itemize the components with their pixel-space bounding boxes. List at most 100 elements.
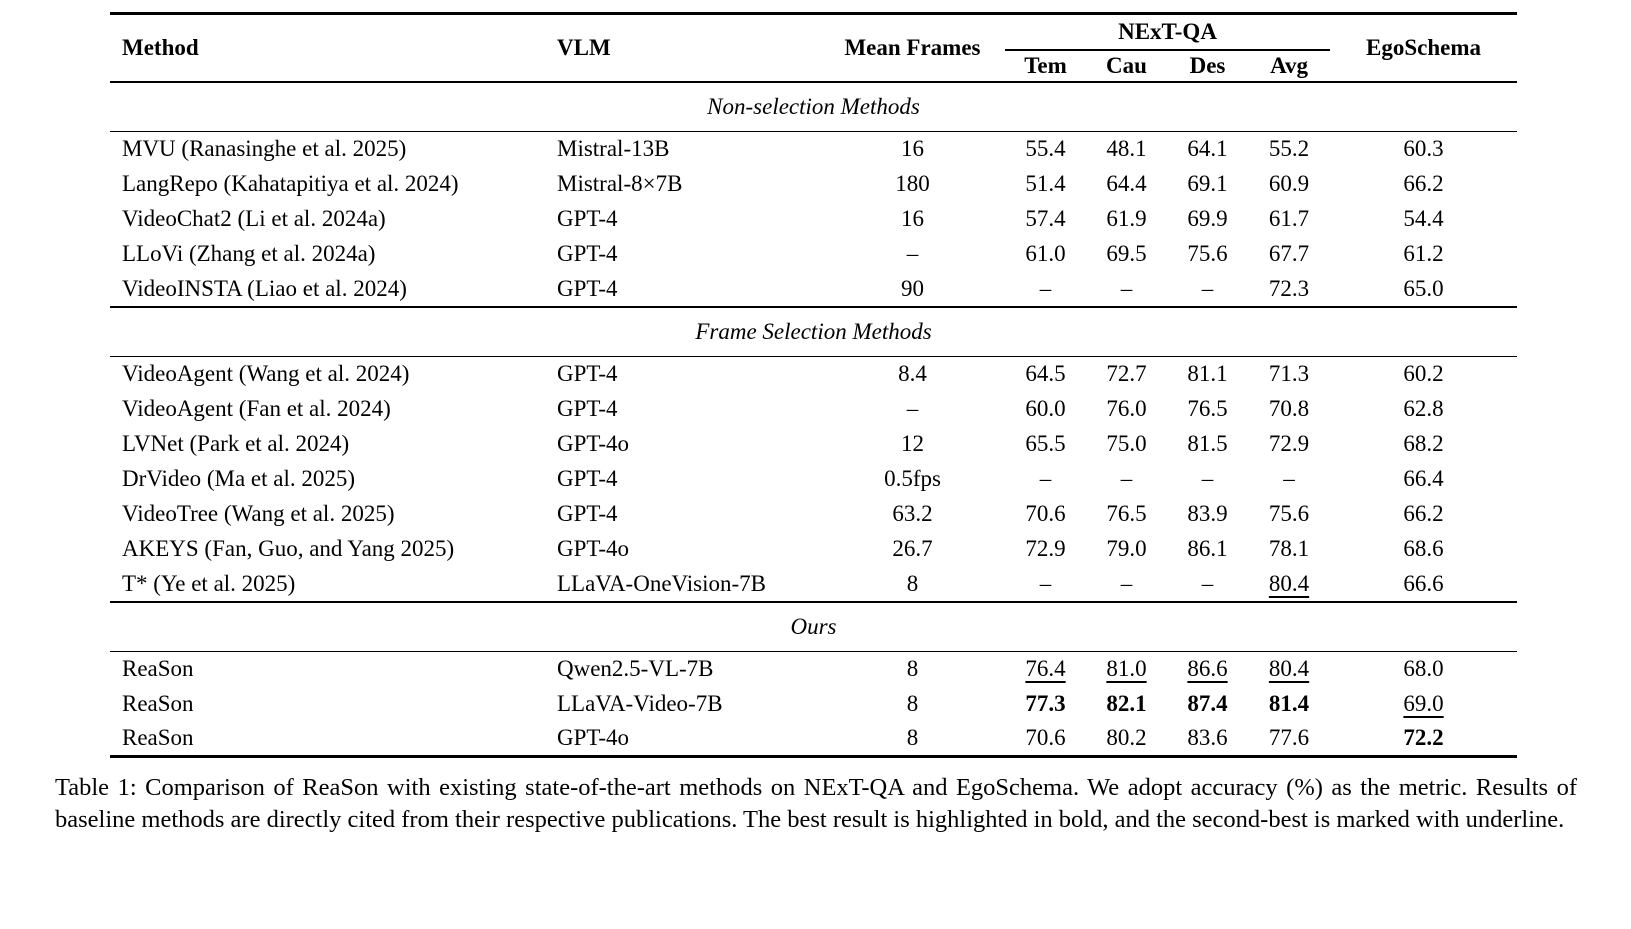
cell-tem: 57.4 <box>1025 206 1066 231</box>
header-row-top: Method VLM Mean Frames NExT-QA EgoSchema <box>110 13 1517 60</box>
cell-method: T* (Ye et al. 2025) <box>122 570 296 596</box>
column-header-avg: Avg <box>1270 52 1308 78</box>
cell-avg: 55.2 <box>1268 136 1310 162</box>
cell-cau: 48.1 <box>1106 136 1147 162</box>
column-group-next-qa: NExT-QA <box>1005 13 1331 51</box>
section-header-row: Frame Selection Methods <box>110 306 1518 357</box>
cell-vlm: LLaVA-OneVision-7B <box>557 570 766 596</box>
cell-egoschema: 62.8 <box>1403 396 1444 421</box>
table-row: ReaSon GPT-4o 8 70.6 80.2 83.6 77.6 72.2 <box>110 722 1517 757</box>
cell-vlm: Mistral-13B <box>557 136 670 162</box>
column-header-tem: Tem <box>1024 52 1067 78</box>
cell-cau: – <box>1120 466 1133 491</box>
cell-vlm: GPT-4 <box>557 396 618 421</box>
cell-method: VideoINSTA (Liao et al. 2024) <box>122 275 407 301</box>
cell-frames: 63.2 <box>892 501 933 526</box>
cell-des: 86.6 <box>1187 656 1228 682</box>
table-row: ReaSon LLaVA-Video-7B 8 77.3 82.1 87.4 81.4 69.… <box>110 687 1517 722</box>
table-row: LLoVi (Zhang et al. 2024a) GPT-4 – 61.0 69.5… <box>110 237 1517 272</box>
cell-tem: 64.5 <box>1025 361 1066 387</box>
cell-des: 76.5 <box>1187 396 1228 421</box>
table-row: DrVideo (Ma et al. 2025) GPT-4 0.5fps – – – – 6… <box>110 462 1517 497</box>
cell-vlm: GPT-4o <box>557 431 629 456</box>
cell-avg: 72.9 <box>1268 431 1310 456</box>
table-caption: Table 1: Comparison of ReaSon with exist… <box>55 774 1577 833</box>
cell-des: 69.9 <box>1187 206 1228 231</box>
cell-avg: 67.7 <box>1268 241 1310 266</box>
cell-des: 75.6 <box>1187 241 1228 266</box>
cell-vlm: LLaVA-Video-7B <box>557 691 723 716</box>
cell-frames: – <box>906 241 919 266</box>
cell-method: AKEYS (Fan, Guo, and Yang 2025) <box>122 536 455 561</box>
table-row: VideoChat2 (Li et al. 2024a) GPT-4 16 57.4 6… <box>110 202 1517 237</box>
cell-tem: – <box>1039 570 1052 596</box>
cell-frames: 16 <box>901 206 924 231</box>
cell-vlm: Qwen2.5-VL-7B <box>557 656 714 682</box>
cell-des: 87.4 <box>1187 691 1228 716</box>
cell-avg: 75.6 <box>1268 501 1310 526</box>
table-row: VideoINSTA (Liao et al. 2024) GPT-4 90 – – – 7… <box>110 272 1517 307</box>
cell-des: – <box>1201 570 1214 596</box>
section-title: Non-selection Methods <box>707 93 920 119</box>
cell-egoschema: 66.4 <box>1403 466 1444 491</box>
cell-egoschema: 66.2 <box>1403 171 1444 196</box>
cell-egoschema: 60.2 <box>1403 361 1444 387</box>
cell-method: LangRepo (Kahatapitiya et al. 2024) <box>122 171 459 196</box>
cell-cau: 81.0 <box>1106 656 1147 682</box>
section-header-row: Non-selection Methods <box>110 81 1518 132</box>
column-header-des: Des <box>1189 52 1226 78</box>
table-row: T* (Ye et al. 2025) LLaVA-OneVision-7B 8 – –… <box>110 567 1517 602</box>
table-row: VideoAgent (Fan et al. 2024) GPT-4 – 60.0 76… <box>110 392 1517 427</box>
cell-avg: – <box>1283 466 1295 491</box>
cell-cau: 80.2 <box>1106 725 1147 751</box>
cell-frames: 26.7 <box>892 536 933 561</box>
cell-egoschema: 60.3 <box>1403 136 1444 162</box>
cell-vlm: GPT-4 <box>557 361 618 387</box>
cell-egoschema: 72.2 <box>1403 725 1444 751</box>
section-title: Frame Selection Methods <box>695 318 932 344</box>
table-row: AKEYS (Fan, Guo, and Yang 2025) GPT-4o 26.… <box>110 532 1517 567</box>
cell-des: 83.9 <box>1187 501 1228 526</box>
cell-cau: 61.9 <box>1106 206 1147 231</box>
cell-egoschema: 68.0 <box>1403 656 1444 682</box>
cell-avg: 61.7 <box>1268 206 1310 231</box>
cell-frames: 0.5fps <box>884 466 941 491</box>
cell-cau: – <box>1120 275 1133 301</box>
cell-egoschema: 54.4 <box>1403 206 1444 231</box>
cell-des: 83.6 <box>1187 725 1228 751</box>
cell-tem: – <box>1039 466 1052 491</box>
cell-vlm: GPT-4 <box>557 275 618 301</box>
cell-method: VideoTree (Wang et al. 2025) <box>122 501 395 526</box>
column-header-cau: Cau <box>1106 52 1147 78</box>
cell-des: 86.1 <box>1187 536 1228 561</box>
table-header: Method VLM Mean Frames NExT-QA EgoSchema… <box>110 13 1518 82</box>
cell-egoschema: 69.0 <box>1403 691 1444 716</box>
cell-egoschema: 66.6 <box>1403 570 1444 596</box>
cell-frames: 8 <box>906 570 919 596</box>
table-row: MVU (Ranasinghe et al. 2025) Mistral-13B 1… <box>110 132 1517 167</box>
cell-tem: 72.9 <box>1025 536 1066 561</box>
section-header-row: Ours <box>110 601 1518 652</box>
cell-cau: 75.0 <box>1106 431 1147 456</box>
cell-frames: 8 <box>906 691 919 716</box>
table-row: VideoAgent (Wang et al. 2024) GPT-4 8.4 64.… <box>110 357 1517 392</box>
table-row: LVNet (Park et al. 2024) GPT-4o 12 65.5 75.0… <box>110 427 1517 462</box>
results-table: Method VLM Mean Frames NExT-QA EgoSchema… <box>110 12 1518 758</box>
cell-cau: 76.0 <box>1106 396 1147 421</box>
cell-des: 64.1 <box>1187 136 1228 162</box>
cell-frames: 8 <box>906 656 919 682</box>
cell-vlm: GPT-4o <box>557 536 629 561</box>
cell-tem: 65.5 <box>1025 431 1066 456</box>
cell-egoschema: 66.2 <box>1403 501 1444 526</box>
cell-frames: 8 <box>906 725 919 751</box>
cell-tem: 77.3 <box>1025 691 1066 716</box>
table-body: Non-selection Methods MVU (Ranasinghe et … <box>110 81 1518 757</box>
cell-des: 81.5 <box>1187 431 1228 456</box>
cell-avg: 78.1 <box>1268 536 1310 561</box>
cell-vlm: GPT-4 <box>557 241 618 266</box>
cell-method: ReaSon <box>122 725 194 751</box>
cell-vlm: GPT-4 <box>557 501 618 526</box>
cell-vlm: GPT-4 <box>557 466 618 491</box>
cell-method: ReaSon <box>122 656 194 682</box>
